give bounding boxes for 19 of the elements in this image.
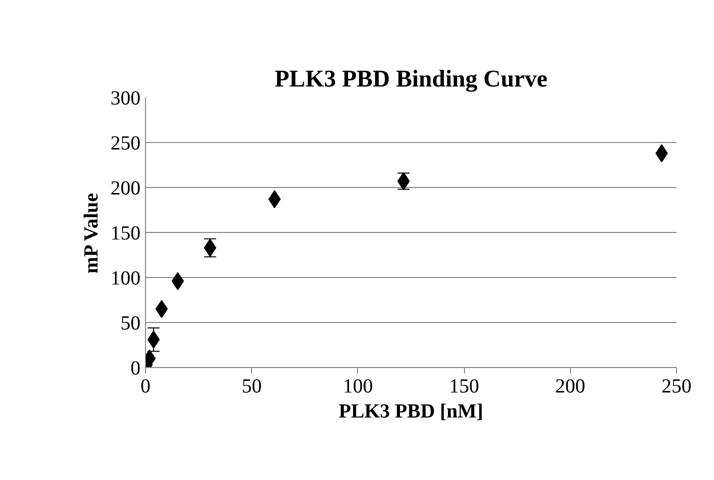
- x-axis-title: PLK3 PBD [nM]: [338, 400, 484, 422]
- y-tick-label: 150: [110, 222, 140, 244]
- point: [155, 300, 168, 318]
- x-tick-label: 200: [555, 376, 586, 398]
- point: [268, 190, 281, 208]
- point: [147, 330, 160, 349]
- x-tick-label: 100: [342, 376, 373, 398]
- x-tick-label: 250: [662, 376, 692, 398]
- x-tick-label: 50: [242, 376, 262, 398]
- y-tick-label: 250: [110, 132, 140, 154]
- x-tick-label: 150: [449, 376, 480, 398]
- y-tick-label: 50: [120, 312, 140, 334]
- y-tick-label: 0: [130, 358, 140, 380]
- y-axis-title: mP Value: [80, 192, 102, 274]
- point: [655, 144, 668, 162]
- y-tick-label: 300: [110, 88, 140, 110]
- chart-title: PLK3 PBD Binding Curve: [274, 66, 548, 92]
- y-tick-label: 200: [110, 178, 140, 200]
- y-tick-label: 100: [110, 268, 140, 290]
